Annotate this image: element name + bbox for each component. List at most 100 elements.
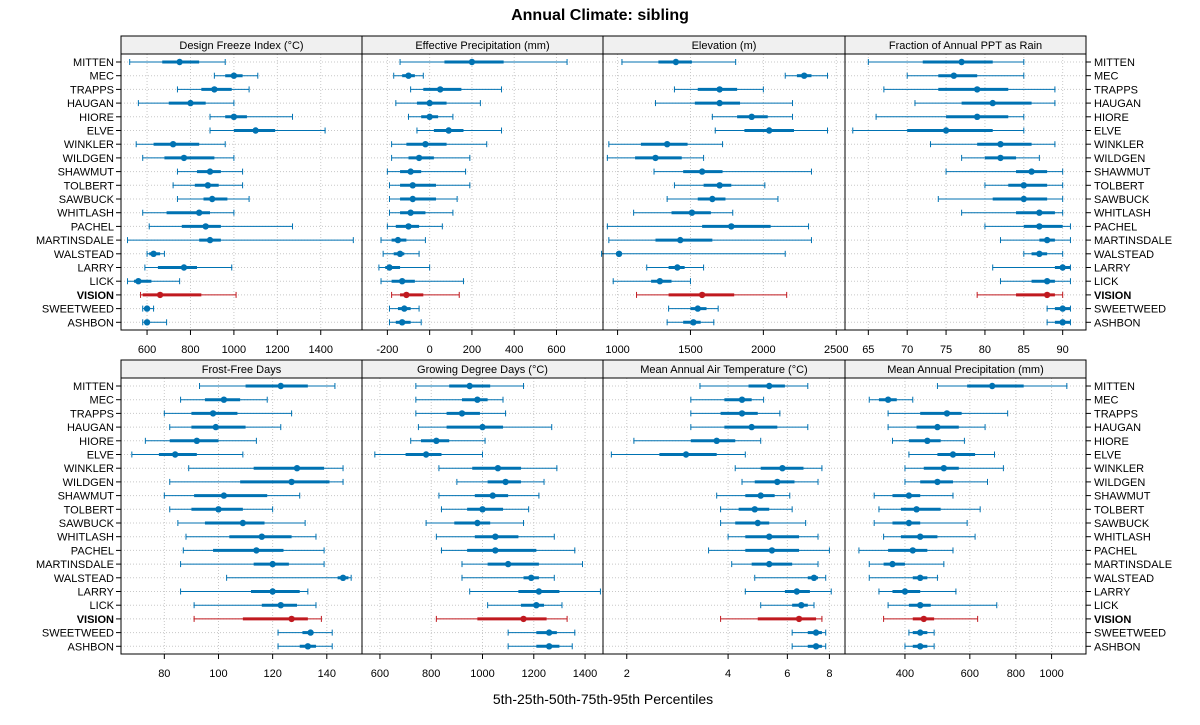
- interval-tolbert: [172, 182, 244, 189]
- interval-whitlash: [961, 209, 1064, 216]
- interval-sweetweed: [1046, 305, 1071, 312]
- x-tick-label: 2000: [751, 344, 775, 356]
- median-point: [989, 99, 996, 107]
- interval-lick: [380, 278, 464, 285]
- interval-winkler: [904, 465, 1004, 472]
- median-point: [426, 99, 433, 107]
- interval-mitten: [936, 382, 1068, 390]
- median-point: [468, 58, 476, 66]
- median-point: [407, 168, 414, 175]
- interval-larry: [469, 588, 601, 595]
- interval-hiore: [633, 437, 762, 444]
- median-point: [206, 168, 214, 175]
- interval-wildgen: [142, 154, 235, 162]
- interval-lick: [487, 602, 563, 609]
- median-point: [150, 250, 157, 257]
- median-point: [386, 264, 393, 271]
- interval-wildgen: [961, 154, 1040, 162]
- interval-martinsdale: [180, 560, 325, 568]
- site-label-left: VISION: [77, 614, 114, 626]
- site-label-left: ELVE: [87, 126, 114, 138]
- median-point: [398, 319, 406, 326]
- interval-trapps: [176, 86, 250, 93]
- site-label-left: LARRY: [78, 587, 115, 599]
- median-point: [615, 250, 623, 257]
- interval-hiore: [875, 113, 1025, 121]
- interval-larry: [878, 588, 957, 595]
- interval-sawbuck: [176, 195, 250, 203]
- interval-whitlash: [185, 533, 317, 540]
- median-point: [713, 437, 720, 444]
- panel-border: [844, 53, 1087, 331]
- site-label-right: HAUGAN: [1094, 422, 1141, 434]
- panel-effective-precipitation-mm: Effective Precipitation (mm) -200 0 200 400 6…: [361, 35, 604, 356]
- site-label-right: VISION: [1094, 614, 1131, 626]
- interval-mitten: [699, 382, 809, 390]
- site-label-left: TRAPPS: [70, 408, 114, 420]
- site-label-right: HIORE: [1094, 436, 1129, 448]
- x-tick-label: -200: [376, 344, 398, 356]
- median-point: [143, 319, 151, 326]
- interval-mec: [906, 72, 1025, 79]
- interval-shawmut: [438, 492, 540, 499]
- median-point: [779, 465, 786, 472]
- site-label-right: TOLBERT: [1094, 504, 1145, 516]
- interval-trapps: [690, 410, 781, 417]
- median-point: [187, 99, 194, 107]
- median-point: [409, 182, 416, 189]
- median-point: [269, 588, 276, 595]
- median-point: [135, 278, 142, 285]
- panel-title: Mean Annual Air Temperature (°C): [640, 364, 807, 376]
- median-point: [917, 574, 924, 581]
- interval-pachel: [386, 223, 443, 230]
- median-point: [230, 113, 238, 121]
- median-point: [889, 560, 896, 568]
- interval-martinsdale: [999, 236, 1071, 244]
- median-point: [1036, 223, 1043, 230]
- interval-ashbon: [904, 643, 935, 650]
- median-point: [208, 195, 216, 203]
- interval-vision: [193, 615, 322, 623]
- median-point: [798, 602, 805, 609]
- interval-trapps: [163, 410, 293, 417]
- site-label-left: TRAPPS: [70, 84, 114, 96]
- median-point: [304, 643, 312, 650]
- median-point: [765, 127, 773, 134]
- median-point: [973, 86, 981, 93]
- site-label-left: LICK: [90, 600, 115, 612]
- x-tick-label: 70: [901, 344, 913, 356]
- interval-elve: [714, 127, 829, 134]
- interval-whitlash: [142, 209, 235, 216]
- site-label-right: MITTEN: [1094, 381, 1135, 393]
- median-point: [180, 264, 188, 271]
- site-label-right: WILDGEN: [1094, 153, 1145, 165]
- x-tick-label: 6: [784, 668, 790, 680]
- interval-winkler: [734, 465, 823, 472]
- interval-larry: [992, 264, 1071, 271]
- x-tick-label: 80: [979, 344, 991, 356]
- x-tick-label: 200: [463, 344, 481, 356]
- interval-tolbert: [878, 506, 981, 513]
- median-point: [195, 209, 203, 216]
- x-tick-label: 1000: [1039, 668, 1063, 680]
- median-point: [293, 465, 301, 472]
- site-label-left: WHITLASH: [57, 532, 114, 544]
- interval-shawmut: [945, 168, 1064, 175]
- median-point: [545, 643, 553, 650]
- panel-border: [361, 53, 604, 331]
- site-label-left: HIORE: [79, 112, 114, 124]
- interval-haugan: [417, 423, 553, 431]
- site-label-left: SHAWMUT: [58, 491, 115, 503]
- site-label-left: MITTEN: [73, 381, 114, 393]
- site-label-left: WHITLASH: [57, 208, 114, 220]
- median-point: [409, 195, 416, 203]
- median-point: [466, 382, 473, 390]
- median-point: [1020, 195, 1028, 203]
- site-label-right: SAWBUCK: [1094, 194, 1150, 206]
- site-label-left: TOLBERT: [64, 504, 115, 516]
- median-point: [920, 615, 928, 623]
- site-label-right: WINKLER: [1094, 463, 1144, 475]
- median-point: [545, 629, 553, 636]
- interval-vision: [720, 615, 823, 623]
- median-point: [688, 209, 696, 216]
